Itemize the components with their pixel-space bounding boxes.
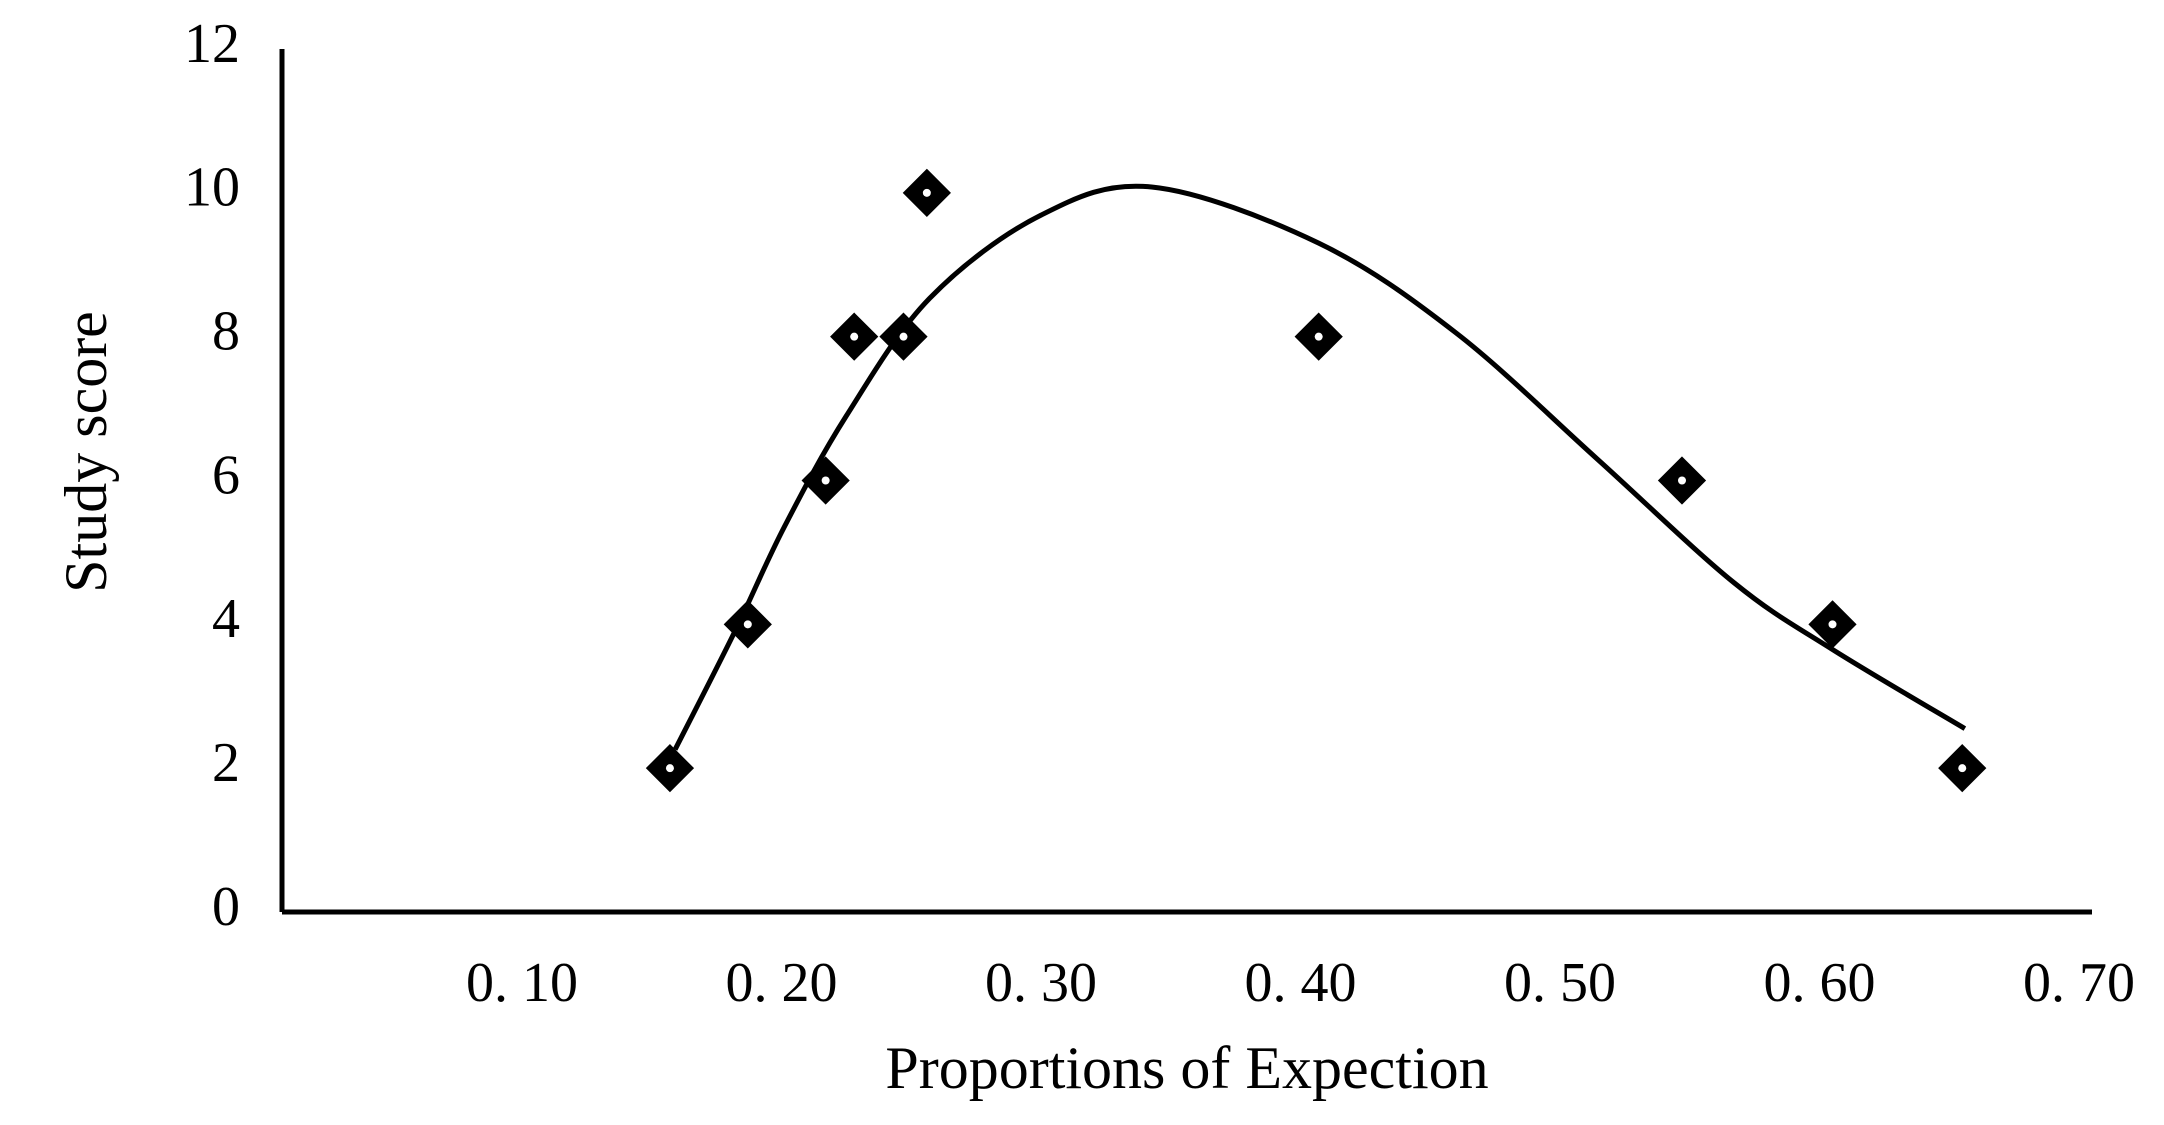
y-tick-label: 6 <box>212 444 240 506</box>
x-tick-label: 0. 50 <box>1504 952 1616 1014</box>
data-point-center <box>665 764 674 773</box>
y-axis-title: Study score <box>53 311 119 593</box>
x-tick-label: 0. 60 <box>1764 952 1876 1014</box>
data-point-center <box>1828 620 1837 629</box>
trend-line <box>672 183 1967 751</box>
y-tick-label: 0 <box>212 876 240 938</box>
x-tick-label: 0. 20 <box>726 952 838 1014</box>
x-tick-label: 0. 10 <box>466 952 578 1014</box>
x-tick-label: 0. 40 <box>1245 952 1357 1014</box>
data-point-center <box>743 620 752 629</box>
y-tick-label: 10 <box>184 157 240 219</box>
data-point-center <box>821 476 830 485</box>
data-point-center <box>850 332 859 341</box>
data-point-center <box>1677 476 1686 485</box>
data-point-center <box>899 332 908 341</box>
y-tick-label: 4 <box>212 588 240 650</box>
y-tick-label: 2 <box>212 732 240 794</box>
y-tick-label: 12 <box>184 13 240 75</box>
data-point-center <box>1314 332 1323 341</box>
x-tick-label: 0. 30 <box>985 952 1097 1014</box>
x-tick-label: 0. 70 <box>2023 952 2135 1014</box>
data-point-center <box>922 188 931 197</box>
data-point-center <box>1958 764 1967 773</box>
x-axis-title: Proportions of Expection <box>885 1035 1488 1101</box>
y-tick-label: 8 <box>212 301 240 363</box>
